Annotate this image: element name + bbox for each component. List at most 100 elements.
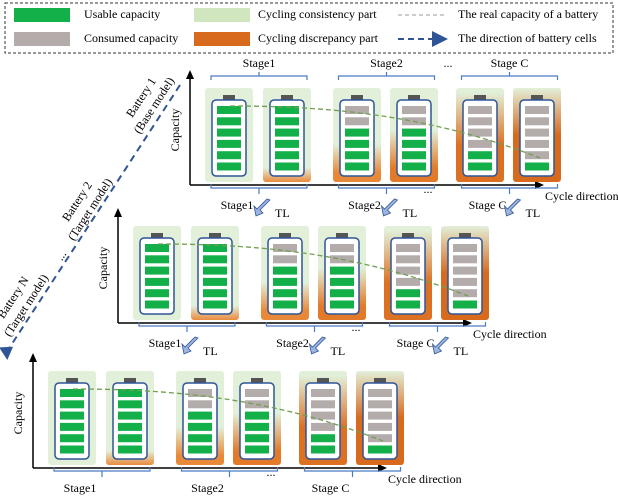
legend-label: Cycling discrepancy part: [258, 31, 379, 45]
stage-bracket: [337, 184, 436, 194]
stage-ellipsis: ...: [267, 465, 276, 479]
battery-cell: [525, 139, 549, 148]
y-axis-label: Capacity: [96, 247, 110, 290]
legend-swatch: [194, 32, 250, 46]
battery-cell: [275, 139, 299, 148]
battery-cell: [345, 151, 369, 160]
battery-cell: [311, 411, 335, 420]
y-axis-head: [186, 70, 194, 79]
battery-cap: [459, 233, 471, 238]
battery-cell: [217, 128, 241, 137]
stage-label: Stage2: [348, 198, 381, 212]
battery-cap: [194, 378, 206, 383]
tl-arrow: [503, 198, 522, 217]
battery-cell: [203, 289, 227, 298]
battery-cell: [525, 128, 549, 137]
battery-cell: [330, 289, 354, 298]
tl-arrow: [253, 198, 271, 217]
battery-cap: [531, 95, 543, 100]
battery-cell: [275, 106, 299, 114]
stage-label: Stage C: [397, 336, 435, 350]
battery-cap: [402, 233, 414, 238]
battery-cell: [217, 139, 241, 148]
y-axis-head: [29, 353, 37, 362]
x-axis-label: Cycle direction: [545, 189, 618, 203]
battery-cell: [273, 289, 297, 298]
battery-cell: [60, 445, 84, 454]
battery-cell: [145, 266, 169, 275]
battery-cell: [60, 411, 84, 420]
x-axis-label: Cycle direction: [473, 327, 547, 341]
battery-cell: [145, 300, 169, 309]
battery-cell: [453, 255, 477, 264]
stage-bracket: [303, 467, 402, 477]
battery-cell: [345, 128, 369, 137]
stage-bracket: [337, 72, 436, 80]
battery-cell: [118, 445, 142, 454]
tl-label: TL: [331, 344, 346, 358]
stage-label: Stage1: [221, 198, 254, 212]
legend-box: [4, 2, 614, 54]
battery-cell: [273, 255, 297, 264]
battery-cell: [188, 434, 212, 443]
battery-cell: [203, 244, 227, 252]
battery-cell: [273, 277, 297, 286]
battery-cap: [336, 233, 348, 238]
stage-bracket: [138, 322, 236, 332]
battery-cell: [368, 411, 392, 420]
battery-cell: [330, 244, 354, 252]
battery-cell: [217, 106, 241, 114]
battery-cell: [203, 300, 227, 309]
tl-arrow: [181, 336, 199, 355]
battery-cell: [245, 422, 269, 431]
battery-cell: [368, 422, 392, 431]
battery-cell: [145, 244, 169, 252]
battery-cell: [396, 300, 420, 309]
battery-cell: [402, 128, 426, 137]
battery-cell: [273, 300, 297, 309]
battery-cap: [281, 95, 293, 100]
legend-label: Cycling consistency part: [258, 7, 377, 21]
battery-cell: [453, 266, 477, 275]
battery-cell: [217, 117, 241, 126]
battery-cell: [311, 434, 335, 443]
battery-cell: [203, 255, 227, 264]
battery-cell: [453, 300, 477, 309]
battery-cell: [468, 128, 492, 137]
stage-bracket: [388, 322, 487, 332]
stage-ellipsis: ...: [352, 320, 361, 334]
battery-cell: [60, 389, 84, 397]
battery-cell: [60, 422, 84, 431]
stage-bracket: [460, 72, 559, 80]
cell-direction: [7, 84, 181, 351]
battery-cell: [368, 434, 392, 443]
battery-cell: [275, 117, 299, 126]
battery-cell: [402, 106, 426, 114]
battery-cell: [311, 389, 335, 397]
battery-cell: [145, 277, 169, 286]
battery-cell: [118, 411, 142, 420]
x-axis-label: Cycle direction: [388, 472, 462, 486]
battery-cell: [118, 422, 142, 431]
battery-cap: [351, 95, 363, 100]
tl-label: TL: [403, 206, 418, 220]
battery-cap: [223, 95, 235, 100]
tl-label: TL: [526, 206, 541, 220]
battery-cell: [525, 151, 549, 160]
battery-cap: [251, 378, 263, 383]
tl-arrow: [431, 336, 450, 355]
battery-cell: [118, 434, 142, 443]
stage-label: Stage1: [64, 481, 97, 495]
battery-cell: [453, 289, 477, 298]
tl-arrow: [380, 198, 399, 217]
legend-swatch: [14, 32, 70, 46]
stage-label: Stage C: [491, 56, 529, 70]
tl-label: TL: [275, 206, 290, 220]
stage-bracket: [210, 184, 308, 194]
x-axis-head: [535, 181, 544, 189]
stage-bracket: [460, 184, 559, 194]
stage-label: Stage1: [243, 56, 276, 70]
battery-cell: [368, 400, 392, 409]
battery-cell: [453, 244, 477, 252]
battery-cell: [396, 289, 420, 298]
